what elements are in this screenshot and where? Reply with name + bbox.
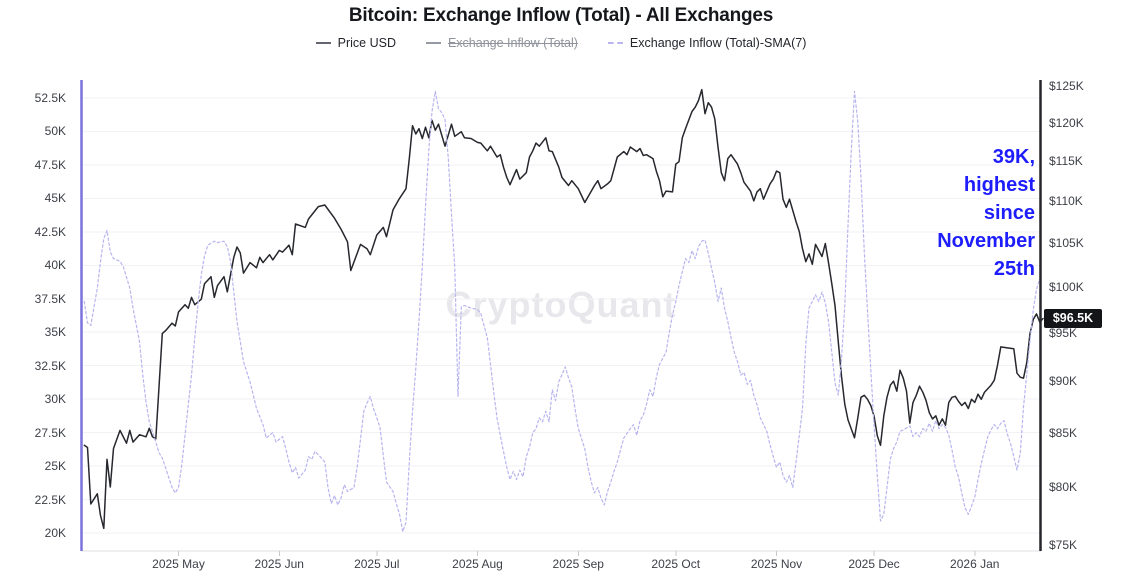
sma-line-swatch-icon [607,42,623,44]
inflow-sma-line [83,90,1041,533]
y-axis-left-tick-label: 30K [44,392,66,407]
y-axis-right-tick-label: $85K [1049,425,1078,440]
y-axis-right-tick-label: $100K [1049,279,1084,294]
y-axis-left-tick-label: 45K [44,191,66,206]
cryptoquant-watermark: CryptoQuant [445,284,677,325]
x-axis-tick-label: 2026 Jan [950,557,1000,571]
annotation-callout: 39K, highest since November 25th [937,146,1035,280]
y-axis-right-tick-label: $120K [1049,115,1084,130]
x-axis-tick-label: 2025 Oct [651,557,701,571]
y-axis-left-tick-label: 27.5K [34,425,66,440]
y-axis-left-tick-label: 20K [44,526,66,540]
legend-label: Exchange Inflow (Total) [447,36,578,50]
y-axis-left-tick-label: 42.5K [34,224,66,239]
y-axis-left-tick-label: 35K [44,325,66,340]
legend-label: Price USD [337,36,396,50]
x-axis-tick-label: 2025 Sep [552,557,604,571]
x-axis-tick-label: 2025 Aug [452,557,503,571]
chart-title: Bitcoin: Exchange Inflow (Total) - All E… [348,5,774,26]
y-axis-left-tick-label: 40K [44,258,66,273]
x-axis-tick-label: 2025 May [152,557,205,571]
y-axis-left-tick-label: 47.5K [34,157,66,172]
inflow-line-swatch-icon [425,42,441,44]
y-axis-right-tick-label: $115K [1049,153,1083,168]
x-axis-tick-label: 2025 Jul [354,557,400,571]
y-axis-right-tick-label: $75K [1049,538,1078,552]
current-price-badge: $96.5K [1044,309,1102,329]
legend-item-exchange-inflow-sma7[interactable]: Exchange Inflow (Total)-SMA(7) [607,36,807,50]
y-axis-left-tick-label: 52.5K [34,91,66,105]
y-axis-left-tick-label: 32.5K [34,358,66,373]
legend-label: Exchange Inflow (Total)-SMA(7) [629,36,807,50]
y-axis-left-tick-label: 50K [44,124,66,139]
y-axis-right-tick-label: $90K [1049,374,1078,389]
x-axis-tick-label: 2025 Jun [254,557,304,571]
y-axis-right-tick-label: $80K [1049,480,1078,494]
price-line [83,88,1044,530]
y-axis-right-tick-label: $125K [1049,79,1084,93]
y-axis-left-tick-label: 37.5K [34,291,66,306]
x-axis-tick-label: 2025 Dec [848,557,900,571]
x-axis-tick-label: 2025 Nov [750,557,803,571]
legend-item-price-usd[interactable]: Price USD [315,36,396,50]
y-axis-left-tick-label: 22.5K [34,492,66,507]
legend: Price USD Exchange Inflow (Total) Exchan… [0,36,1122,50]
y-axis-left-tick-label: 25K [44,459,66,474]
y-axis-right-tick-label: $105K [1049,235,1084,250]
legend-item-exchange-inflow-total[interactable]: Exchange Inflow (Total) [425,36,578,50]
price-line-swatch-icon [315,42,331,44]
y-axis-right-tick-label: $110K [1049,193,1083,208]
y-axis-right-tick-label: $95K [1049,325,1078,340]
